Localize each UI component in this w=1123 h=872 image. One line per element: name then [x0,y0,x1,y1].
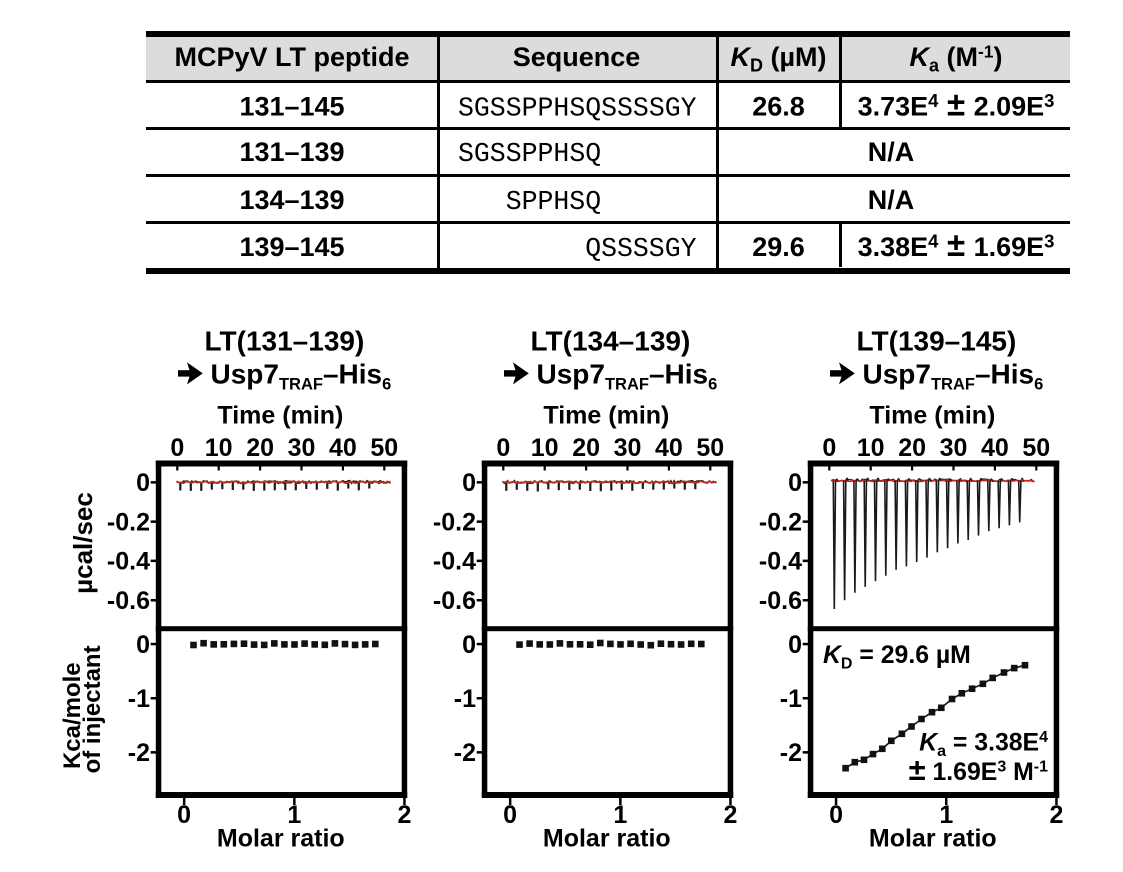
svg-text:SGSSPPHSQ: SGSSPPHSQ [458,139,601,169]
svg-text:131–145: 131–145 [239,91,344,121]
svg-text:SPPHSQ: SPPHSQ [506,187,601,217]
svg-text:50: 50 [1022,434,1050,462]
svg-text:Ka = 3.38E4: Ka = 3.38E4 [919,729,1048,760]
svg-text:0: 0 [462,469,476,497]
svg-text:30: 30 [940,434,968,462]
svg-text:0: 0 [496,434,510,462]
svg-text:-1: -1 [454,685,476,713]
svg-text:1: 1 [287,801,301,829]
svg-text:-0.6: -0.6 [759,587,802,615]
svg-text:1: 1 [613,801,627,829]
svg-text:-0.6: -0.6 [433,587,476,615]
svg-text:Sequence: Sequence [513,42,641,72]
svg-text:± 1.69E3 M-1: ± 1.69E3 M-1 [909,752,1049,787]
svg-text:Molar ratio: Molar ratio [543,825,671,853]
svg-text:Time (min): Time (min) [217,402,343,430]
svg-text:Usp7TRAF–His6: Usp7TRAF–His6 [863,359,1044,394]
svg-text:10: 10 [857,434,885,462]
svg-text:2: 2 [1050,801,1064,829]
svg-text:-0.4: -0.4 [433,548,476,576]
svg-text:Kca/mole: Kca/mole [59,662,86,769]
svg-text:Ka (M-1): Ka (M-1) [909,42,1002,76]
svg-text:Time (min): Time (min) [543,402,669,430]
svg-text:3.38E4​ ± 1.69E3​: 3.38E4​ ± 1.69E3​ [858,226,1055,263]
svg-text:-2: -2 [780,739,802,767]
svg-text:-0.4: -0.4 [107,548,150,576]
svg-text:40: 40 [655,434,683,462]
svg-text:0: 0 [829,801,843,829]
svg-text:-0.4: -0.4 [759,548,802,576]
svg-text:LT(131–139): LT(131–139) [205,326,365,357]
svg-text:50: 50 [370,434,398,462]
svg-text:50: 50 [696,434,724,462]
svg-text:Usp7TRAF–His6: Usp7TRAF–His6 [537,359,718,394]
svg-text:10: 10 [531,434,559,462]
svg-text:0: 0 [170,434,184,462]
svg-text:26.8: 26.8 [752,91,805,121]
svg-text:0: 0 [177,801,191,829]
svg-text:0: 0 [822,434,836,462]
svg-text:139–145: 139–145 [239,232,344,262]
svg-text:10: 10 [205,434,233,462]
svg-text:Time (min): Time (min) [869,402,995,430]
svg-text:0: 0 [788,469,802,497]
svg-text:of injectant: of injectant [79,645,106,773]
svg-text:Molar ratio: Molar ratio [217,825,345,853]
svg-text:29.6: 29.6 [752,232,805,262]
svg-text:0: 0 [503,801,517,829]
svg-text:131–139: 131–139 [239,137,344,167]
svg-text:-1: -1 [780,685,802,713]
svg-text:Usp7TRAF–His6: Usp7TRAF–His6 [211,359,392,394]
svg-text:0: 0 [136,469,150,497]
svg-text:2: 2 [724,801,738,829]
svg-text:QSSSSGY: QSSSSGY [585,234,696,264]
svg-text:-0.6: -0.6 [107,587,150,615]
svg-text:0: 0 [788,631,802,659]
svg-text:2: 2 [398,801,412,829]
svg-text:-2: -2 [454,739,476,767]
svg-text:LT(139–145): LT(139–145) [857,326,1017,357]
svg-text:-0.2: -0.2 [759,508,802,536]
svg-text:KD (µM): KD (µM) [730,42,826,76]
svg-text:-2: -2 [128,739,150,767]
svg-text:LT(134–139): LT(134–139) [531,326,691,357]
svg-text:0: 0 [136,631,150,659]
svg-text:20: 20 [572,434,600,462]
svg-text:40: 40 [329,434,357,462]
svg-text:30: 30 [614,434,642,462]
svg-text:MCPyV LT peptide: MCPyV LT peptide [174,42,409,72]
svg-text:SGSSPPHSQSSSSGY: SGSSPPHSQSSSSGY [458,93,697,123]
svg-text:134–139: 134–139 [239,185,344,215]
svg-text:-0.2: -0.2 [433,508,476,536]
svg-text:1: 1 [939,801,953,829]
svg-text:20: 20 [898,434,926,462]
svg-text:40: 40 [981,434,1009,462]
svg-text:KD = 29.6 µM: KD = 29.6 µM [823,642,971,673]
svg-text:0: 0 [462,631,476,659]
svg-text:-0.2: -0.2 [107,508,150,536]
svg-text:N/A: N/A [868,137,915,167]
svg-text:Molar ratio: Molar ratio [869,825,997,853]
svg-text:20: 20 [246,434,274,462]
svg-text:-1: -1 [128,685,150,713]
svg-text:30: 30 [288,434,316,462]
svg-text:µcal/sec: µcal/sec [68,492,98,594]
svg-text:N/A: N/A [868,185,915,215]
svg-text:3.73E4​ ± 2.09E3​: 3.73E4​ ± 2.09E3​ [858,85,1055,122]
